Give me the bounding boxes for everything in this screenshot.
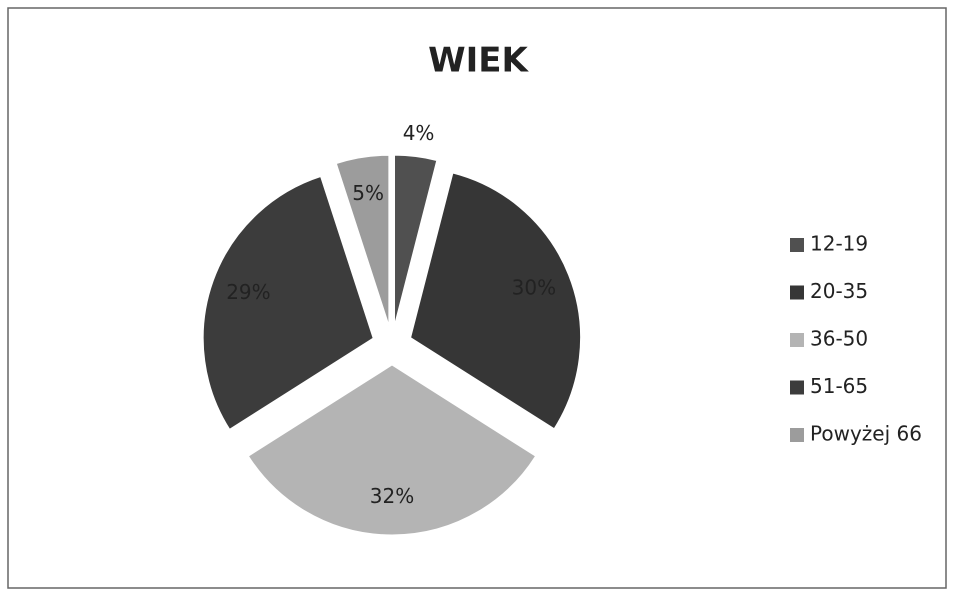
legend-swatch: [790, 380, 804, 395]
pie-slice: [410, 172, 582, 430]
chart-title: WIEK: [428, 41, 529, 81]
legend-swatch: [790, 428, 804, 442]
legend-swatch: [790, 238, 804, 252]
legend-label: 36-50: [810, 327, 868, 351]
data-label: 30%: [512, 275, 556, 299]
data-label: 32%: [370, 484, 414, 508]
data-label: 5%: [352, 181, 384, 205]
legend-label: 20-35: [810, 279, 868, 303]
pie-slice: [335, 154, 390, 326]
pie-slice: [202, 175, 374, 431]
data-label: 4%: [403, 121, 435, 145]
pie-slice: [394, 154, 438, 326]
data-label: 29%: [226, 280, 270, 304]
legend-label: 51-65: [810, 374, 868, 398]
legend-label: Powyżej 66: [810, 422, 922, 446]
legend-label: 12-19: [810, 232, 868, 256]
legend-swatch: [790, 285, 804, 300]
legend-swatch: [790, 333, 804, 347]
pie-slice: [247, 364, 537, 536]
